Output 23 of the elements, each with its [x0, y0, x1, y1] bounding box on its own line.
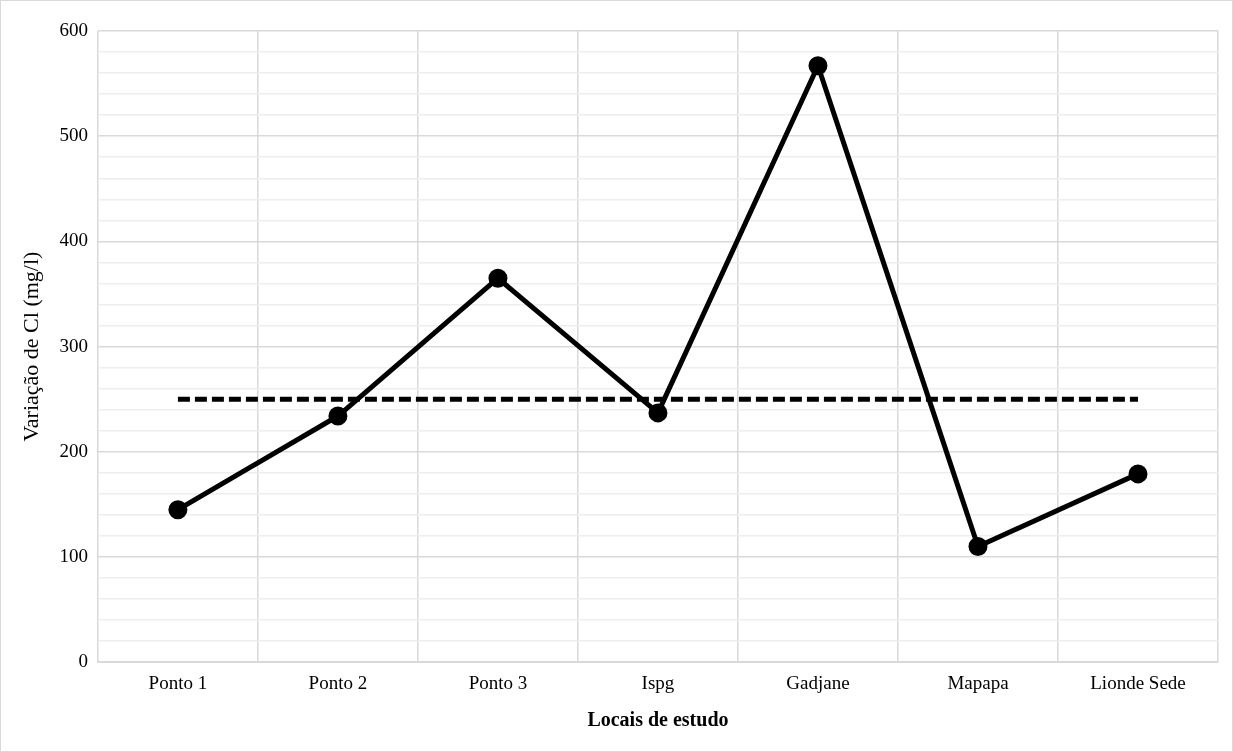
y-tick-label: 500	[59, 124, 88, 146]
y-tick-label: 100	[59, 544, 88, 566]
x-tick-label: Lionde Sede	[1090, 671, 1186, 693]
y-tick-label: 300	[59, 334, 88, 356]
x-tick-label: Ponto 1	[148, 671, 208, 693]
point	[168, 500, 188, 520]
x-axis-title: Locais de estudo	[587, 708, 729, 731]
x-tick-label: Mapapa	[947, 671, 1010, 693]
x-tick-label: Ponto 3	[468, 671, 528, 693]
point	[808, 56, 828, 76]
y-tick-label: 600	[59, 18, 88, 40]
y-tick-label: 200	[59, 439, 88, 461]
x-tick-label: Ispg	[641, 671, 675, 693]
y-tick-label: 0	[78, 650, 88, 672]
x-tick-label: Ponto 2	[308, 671, 368, 693]
point	[648, 403, 668, 423]
y-axis-title: Variação de Cl (mg/l)	[17, 251, 43, 442]
point	[1128, 464, 1148, 484]
point	[328, 406, 348, 426]
y-tick-label: 400	[59, 229, 88, 251]
point	[488, 268, 508, 288]
point	[968, 536, 988, 556]
x-tick-label: Gadjane	[786, 671, 850, 693]
